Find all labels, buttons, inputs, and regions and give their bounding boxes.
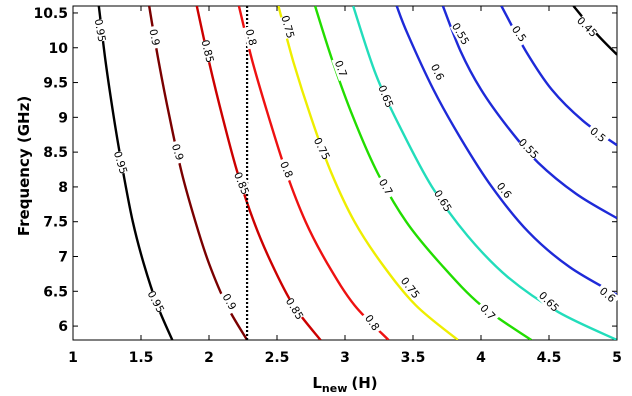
y-tick-label: 10 (49, 41, 69, 57)
contour-label-bg (145, 289, 167, 315)
x-axis-title-main: L (312, 374, 322, 392)
contour-label-bg (279, 14, 297, 40)
y-tick-label: 6 (58, 319, 68, 335)
contour-label-0.7: 0.7 (332, 59, 349, 79)
y-tick-label: 7.5 (43, 215, 68, 231)
contour-label-bg (218, 289, 241, 315)
plot-area (72, 5, 618, 341)
y-tick-label: 8.5 (43, 145, 68, 161)
contour-label-0.9: 0.9 (146, 28, 161, 47)
x-tick-label: 2.5 (265, 350, 290, 366)
contour-line-0.55 (441, 6, 617, 220)
contour-label-bg (276, 157, 297, 183)
x-tick-label: 1 (68, 350, 78, 366)
contour-label-bg (575, 14, 600, 39)
x-tick-label: 4 (476, 350, 486, 366)
contour-label-bg (595, 283, 620, 307)
x-tick-label: 4.5 (537, 350, 562, 366)
x-tick-label: 5 (612, 350, 622, 366)
contour-line-0.45 (572, 6, 617, 56)
contour-label-bg (475, 299, 500, 325)
contour-line-0.8 (237, 6, 390, 340)
contour-label-bg (507, 21, 531, 47)
contour-label-bg (376, 84, 396, 109)
x-axis-ticks: 1 1.5 2 2.5 3 3.5 4 4.5 5 (68, 6, 622, 366)
y-tick-label: 10.5 (33, 6, 68, 22)
contour-label-0.8: 0.8 (243, 28, 259, 47)
contour-label-bg (516, 136, 541, 161)
contour-label-bg (199, 39, 217, 64)
contour-label-bg (375, 174, 397, 200)
contour-label-bg (492, 178, 516, 203)
contour-label-bg (449, 21, 472, 47)
contour-label-bg (398, 275, 422, 301)
contour-label-bg (536, 289, 562, 314)
contour-label-bg (92, 18, 109, 43)
x-tick-label: 1.5 (129, 350, 154, 366)
y-tick-label: 9.5 (43, 76, 68, 92)
x-axis-title-subscript: new (322, 382, 347, 395)
contour-label-bg (432, 188, 454, 214)
contour-label-bg (242, 25, 260, 50)
contour-label-bg (231, 170, 252, 196)
y-tick-label: 9 (58, 110, 68, 126)
y-tick-label: 6.5 (43, 284, 68, 300)
contour-line-0.75 (277, 6, 459, 340)
contour-label-bg (311, 136, 333, 162)
contour-label-bg (111, 150, 130, 175)
x-tick-label: 3 (340, 350, 350, 366)
x-axis-title: Lnew (H) (312, 374, 377, 395)
y-tick-label: 7 (58, 250, 68, 266)
contour-label-bg (585, 123, 611, 147)
y-axis-ticks: 6 6.5 7 7.5 8 8.5 9 9.5 10 10.5 (33, 6, 617, 335)
contour-label-bg (331, 56, 351, 82)
y-tick-label: 8 (58, 180, 68, 196)
contour-label-bg (168, 139, 187, 165)
x-axis-title-unit: (H) (351, 374, 377, 392)
x-tick-label: 3.5 (401, 350, 426, 366)
contour-label-0.85: 0.85 (198, 39, 215, 65)
contour-line-0.6 (395, 6, 617, 296)
contour-label-bg (283, 296, 306, 322)
contour-label-bg (427, 59, 448, 85)
contour-label-bg (146, 25, 163, 50)
contour-line-0.65 (352, 6, 617, 340)
x-tick-label: 2 (204, 350, 214, 366)
contour-label-0.95: 0.95 (92, 18, 108, 43)
contour-label-0.9: 0.9 (169, 143, 186, 163)
y-axis-title: Frequency (GHz) (15, 96, 33, 236)
contour-label-bg (360, 310, 384, 336)
